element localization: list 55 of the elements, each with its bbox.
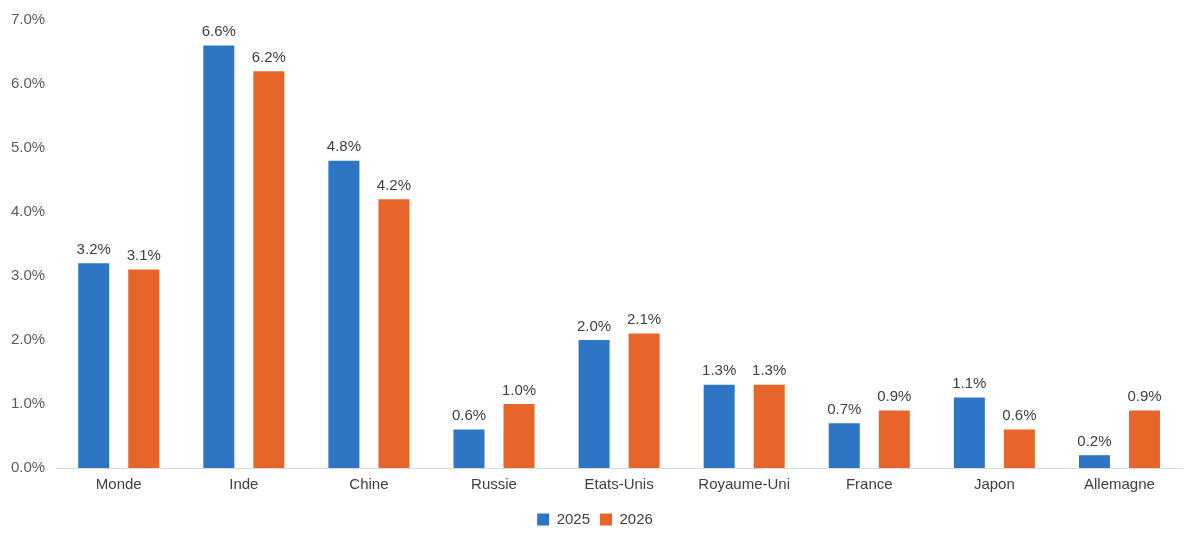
data-label: 6.2% (251, 47, 286, 65)
x-tick-label: Inde (229, 475, 259, 493)
bar (78, 263, 110, 468)
bar (1003, 429, 1035, 468)
bar (128, 269, 160, 468)
data-label: 0.9% (877, 387, 912, 405)
bar (203, 45, 235, 468)
x-tick-label: Chine (349, 475, 389, 493)
y-tick-label: 5.0% (10, 138, 46, 156)
y-tick-label: 3.0% (10, 266, 46, 284)
x-tick-label: Allemagne (1084, 475, 1155, 493)
bar (703, 384, 735, 468)
bar (878, 410, 910, 468)
data-label: 4.8% (326, 137, 361, 155)
x-tick-label: Japon (973, 475, 1015, 493)
bar (628, 333, 660, 468)
y-tick-label: 2.0% (10, 330, 46, 348)
data-label: 6.6% (201, 22, 236, 40)
data-label: 2.0% (576, 316, 612, 334)
bar (1078, 455, 1110, 468)
data-label: 0.2% (1077, 431, 1112, 449)
bar (753, 384, 785, 468)
data-label: 2.1% (627, 310, 662, 328)
x-tick-label: Royaume-Uni (698, 475, 791, 493)
x-tick-label: Russie (471, 475, 517, 493)
y-tick-label: 1.0% (10, 394, 46, 412)
data-label: 1.1% (952, 374, 987, 392)
data-label: 0.6% (1002, 406, 1037, 424)
bar (1128, 410, 1160, 468)
data-label: 0.7% (827, 399, 862, 417)
data-label: 1.0% (501, 380, 537, 398)
bar (828, 423, 860, 468)
bar (328, 160, 360, 468)
x-tick-label: Monde (95, 475, 142, 493)
x-tick-label: Etats-Unis (584, 475, 654, 493)
y-tick-label: 4.0% (10, 202, 46, 220)
data-label: 1.3% (752, 361, 787, 379)
legend-label: 2025 (556, 509, 591, 527)
data-label: 1.3% (702, 361, 737, 379)
bar (253, 71, 285, 468)
y-tick-label: 6.0% (10, 74, 46, 92)
x-tick-label: France (845, 475, 893, 493)
bar (503, 404, 535, 468)
data-label: 0.9% (1127, 387, 1162, 405)
y-tick-label: 7.0% (10, 10, 46, 28)
bar (453, 429, 485, 468)
data-label: 3.2% (76, 239, 111, 257)
data-label: 0.6% (451, 406, 487, 424)
data-label: 3.1% (126, 246, 161, 264)
bar (378, 199, 410, 468)
bar (953, 397, 985, 468)
data-label: 4.2% (376, 175, 412, 193)
legend-label: 2026 (619, 509, 653, 527)
y-tick-label: 0.0% (10, 458, 46, 476)
bar (578, 340, 610, 468)
